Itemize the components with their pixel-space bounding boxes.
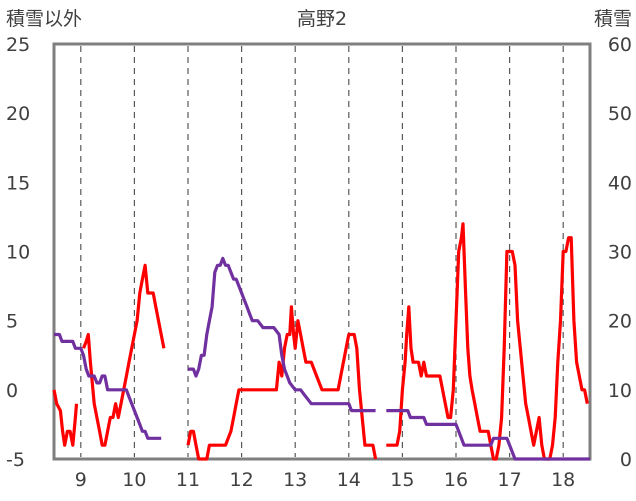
left-tick-label: -5 bbox=[6, 449, 25, 471]
series-snow-line-segment bbox=[386, 409, 590, 461]
x-tick-label: 10 bbox=[122, 469, 146, 491]
x-tick-label: 16 bbox=[444, 469, 468, 491]
left-tick-label: 0 bbox=[6, 380, 18, 402]
right-tick-label: 0 bbox=[620, 449, 632, 471]
x-tick-label: 18 bbox=[551, 469, 575, 491]
x-tick-label: 15 bbox=[390, 469, 414, 491]
x-tick-label: 13 bbox=[283, 469, 307, 491]
series-lines bbox=[52, 222, 590, 461]
series-other-line-segment bbox=[52, 389, 79, 447]
left-tick-label: 5 bbox=[6, 311, 18, 333]
x-tick-label: 14 bbox=[337, 469, 361, 491]
right-axis-label: 積雪 bbox=[594, 8, 632, 30]
x-tick-label: 12 bbox=[230, 469, 254, 491]
right-tick-label: 30 bbox=[608, 242, 632, 264]
right-tick-label: 60 bbox=[608, 34, 632, 56]
x-tick-label: 9 bbox=[75, 469, 87, 491]
left-tick-label: 15 bbox=[6, 172, 30, 194]
right-tick-label: 50 bbox=[608, 103, 632, 125]
x-tick-label: 17 bbox=[498, 469, 522, 491]
left-tick-label: 20 bbox=[6, 103, 30, 125]
right-tick-label: 10 bbox=[608, 380, 632, 402]
series-snow-line-segment bbox=[188, 256, 376, 413]
left-tick-label: 10 bbox=[6, 242, 30, 264]
series-snow-line-segment bbox=[54, 332, 162, 440]
left-axis-label: 積雪以外 bbox=[6, 8, 82, 30]
series-other-line-segment bbox=[186, 305, 378, 461]
right-tick-label: 40 bbox=[608, 172, 632, 194]
right-tick-label: 20 bbox=[608, 311, 632, 333]
x-tick-label: 11 bbox=[176, 469, 200, 491]
chart-title: 高野2 bbox=[297, 8, 347, 30]
series-other-line-segment bbox=[386, 222, 589, 461]
left-tick-label: 25 bbox=[6, 34, 30, 56]
